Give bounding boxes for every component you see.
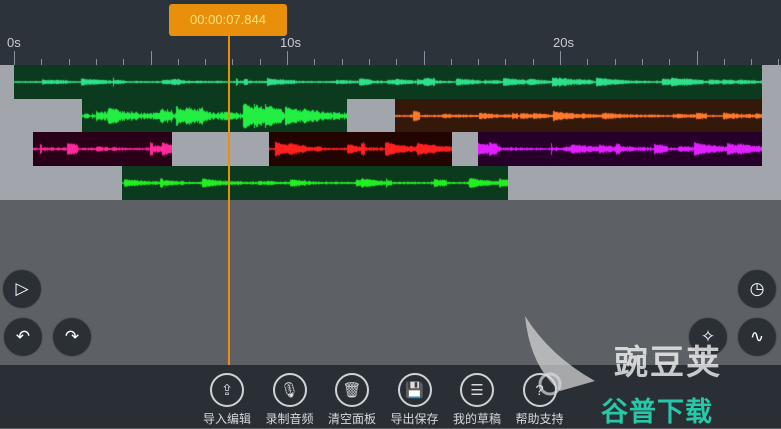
ruler-tick	[205, 59, 207, 65]
undo-button[interactable]: ↶	[3, 317, 43, 357]
playhead[interactable]	[228, 30, 230, 365]
ruler-tick	[450, 59, 452, 65]
toolbar-label: 我的草稿	[452, 412, 501, 426]
undo-icon: ↶	[15, 327, 31, 346]
toolbar-button-help[interactable]: ? 帮助支持	[509, 373, 571, 427]
ruler-tick	[341, 59, 343, 65]
ruler-tick	[287, 51, 288, 65]
ruler-tick	[532, 59, 534, 65]
ruler-tick	[723, 59, 725, 65]
ruler-tick	[641, 59, 643, 65]
ruler-tick	[751, 59, 753, 65]
ruler-tick	[150, 51, 152, 65]
effects-button[interactable]: ✧	[688, 317, 728, 357]
audio-clip[interactable]	[33, 132, 173, 167]
microphone-icon: 🎙	[272, 373, 307, 407]
list-icon: ☰	[460, 373, 494, 407]
toolbar-label: 导出保存	[390, 412, 439, 426]
audio-clip[interactable]	[269, 132, 453, 167]
toolbar-button-trash[interactable]: 🗑 清空面板	[321, 373, 383, 427]
trash-icon: 🗑	[335, 373, 369, 407]
waveform	[82, 98, 348, 133]
waveform	[14, 65, 763, 99]
audio-track[interactable]	[0, 65, 781, 99]
audio-clip[interactable]	[14, 65, 763, 99]
ruler-tick	[669, 59, 671, 65]
help-icon: ?	[522, 373, 557, 407]
audio-clip[interactable]	[121, 166, 509, 201]
toolbar-button-microphone[interactable]: 🎙 录制音频	[259, 373, 321, 427]
waveform	[478, 132, 762, 167]
play-icon: ▷	[15, 279, 29, 298]
audio-clip[interactable]	[394, 98, 762, 133]
ruler-tick	[587, 59, 589, 65]
ruler-tick	[478, 59, 480, 65]
ruler-tick	[505, 59, 507, 65]
timer-button[interactable]: ◷	[737, 269, 777, 309]
waveform	[121, 166, 509, 201]
ruler-label: 20s	[553, 35, 574, 50]
waveform	[269, 132, 453, 167]
ruler-tick	[14, 51, 15, 65]
waveform-icon: ∿	[749, 327, 765, 346]
ruler-tick	[259, 59, 261, 65]
toolbar-button-list[interactable]: ☰ 我的草稿	[446, 373, 508, 427]
toolbar-label: 导入编辑	[202, 412, 251, 426]
ruler-tick	[177, 59, 179, 65]
audio-track[interactable]	[0, 98, 781, 133]
redo-icon: ↷	[64, 327, 80, 346]
waveform-button[interactable]: ∿	[737, 317, 777, 357]
ruler-tick	[95, 59, 97, 65]
play-button[interactable]: ▷	[2, 269, 42, 309]
toolbar-label: 帮助支持	[515, 412, 564, 426]
bottom-toolbar: ⇪ 导入编辑 🎙 录制音频 🗑 清空面板 💾 导出保存 ☰ 我的草稿? 帮助支持	[0, 365, 781, 428]
ruler-label: 10s	[280, 35, 301, 50]
ruler-tick	[41, 59, 43, 65]
sparkle-icon: ✧	[700, 327, 716, 346]
save-icon: 💾	[397, 373, 432, 407]
audio-track[interactable]	[0, 132, 781, 167]
import-icon: ⇪	[210, 373, 244, 407]
ruler-tick	[314, 59, 316, 65]
ruler-tick	[423, 51, 425, 65]
audio-clip[interactable]	[478, 132, 762, 167]
toolbar-label: 清空面板	[327, 412, 376, 426]
ruler-tick	[368, 59, 370, 65]
ruler-tick	[396, 59, 398, 65]
timeline-ruler[interactable]: 0s 10s 20s	[0, 0, 781, 65]
ruler-tick	[232, 59, 234, 65]
waveform	[33, 132, 173, 167]
ruler-tick	[123, 59, 125, 65]
waveform	[394, 98, 762, 133]
ruler-tick	[68, 59, 70, 65]
ruler-label: 0s	[7, 35, 21, 50]
toolbar-button-import[interactable]: ⇪ 导入编辑	[196, 373, 258, 427]
ruler-tick	[696, 51, 698, 65]
audio-clip[interactable]	[82, 98, 348, 133]
watermark-subtext: 谷普下载	[601, 397, 713, 427]
toolbar-button-save[interactable]: 💾 导出保存	[384, 373, 446, 427]
toolbar-label: 录制音频	[265, 412, 314, 426]
ruler-tick	[614, 59, 616, 65]
timer-icon: ◷	[749, 279, 765, 298]
watermark-text: 豌豆荚	[614, 344, 722, 382]
watermark-logo	[525, 316, 595, 396]
ruler-tick	[560, 51, 561, 65]
audio-track[interactable]	[0, 166, 781, 201]
ruler-tick	[778, 59, 780, 65]
redo-button[interactable]: ↷	[52, 317, 92, 357]
